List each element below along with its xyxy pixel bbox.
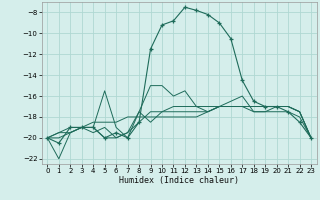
X-axis label: Humidex (Indice chaleur): Humidex (Indice chaleur) <box>119 176 239 185</box>
